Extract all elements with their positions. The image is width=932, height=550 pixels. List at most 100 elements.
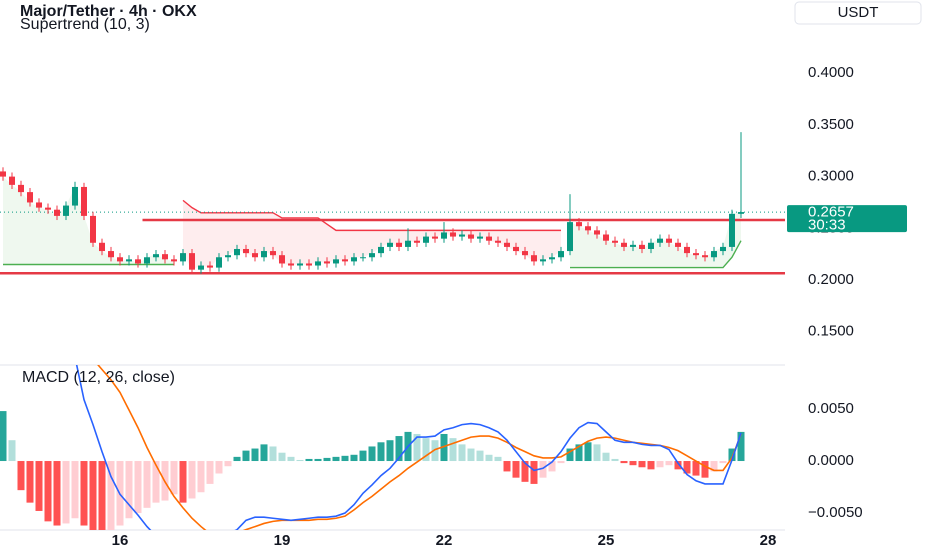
histogram-bar [89,461,97,530]
histogram-bar [206,461,214,484]
candle-body [215,257,222,268]
histogram-bar [476,450,484,462]
candle-body [71,186,78,206]
histogram-bar [71,461,79,519]
candle-body [647,242,654,249]
histogram-bar [629,461,637,466]
histogram-bar [278,452,286,462]
y-tick-label: 0.3000 [808,168,854,185]
histogram-bar [359,450,367,462]
histogram-bar [341,455,349,462]
candle-body [683,246,690,254]
histogram-bar [467,448,475,462]
histogram-bar [152,461,160,503]
candle-body [503,242,510,247]
histogram-bar [611,458,619,462]
current-price-label: 0.2657 [808,204,854,221]
candle-body [260,251,267,258]
histogram-bar [395,436,403,462]
x-tick-label: 19 [274,532,291,549]
candle-body [134,259,141,264]
candle-body [413,240,420,243]
histogram-bar [413,433,421,462]
candle-body [188,253,195,270]
trend-fill [570,212,741,268]
histogram-bar [737,431,745,462]
indicator-title: Supertrend (10, 3) [20,16,150,33]
histogram-bar [242,450,250,462]
candle-body [386,242,393,247]
histogram-bar [260,444,268,462]
histogram-bar [233,456,241,462]
histogram-bar [296,459,304,462]
candle-body [629,244,636,247]
candle-body [350,257,357,262]
candle-body [287,263,294,266]
candle-body [728,213,735,247]
candle-body [494,240,501,243]
candle-body [341,259,348,262]
histogram-bar [557,461,565,464]
x-tick-label: 16 [112,532,129,549]
candle-body [152,254,159,258]
candle-body [485,236,492,241]
histogram-bar [305,458,313,462]
histogram-bar [323,457,331,462]
candle-body [125,259,132,262]
x-tick-label: 25 [598,532,615,549]
currency[interactable]: USDT [838,4,879,21]
candle-body [467,234,474,239]
histogram-bar [188,461,196,499]
candle-body [323,261,330,264]
candle-body [62,205,69,216]
candle-body [593,230,600,235]
histogram-bar [224,461,232,467]
histogram-bar [98,461,106,530]
candle-body [620,242,627,247]
candle-body [179,253,186,262]
supertrend-down [182,199,561,232]
histogram-bar [719,461,727,464]
histogram-bar [638,461,646,468]
candle-body [512,246,519,252]
candle-body [53,209,60,216]
candle-body [440,232,447,239]
histogram-bar [566,448,574,462]
y-tick-label: 0.0050 [808,400,854,417]
candle-body [26,192,33,203]
supertrend-up [3,240,742,269]
histogram-bar [656,461,664,468]
histogram-bar [503,461,511,472]
candle-body [431,236,438,239]
axes: 0.15000.20000.25000.30000.35000.40001619… [112,64,907,549]
histogram-bar [215,461,223,474]
histogram-bar [251,448,259,462]
histogram-bar [530,461,538,484]
histogram-bar [539,461,547,478]
histogram-bar [584,442,592,462]
candle-body [233,248,240,256]
candle-body [305,263,312,266]
chart-title: Major/Tether · 4h · OKX [20,3,197,20]
candle-body [575,222,582,227]
histogram-bar [287,456,295,462]
y-tick-label: 0.3500 [808,116,854,133]
candle-body [0,171,6,177]
histogram-bar [692,461,700,476]
histogram-bar [62,461,70,524]
candle-body [395,242,402,247]
macd-title: MACD (12, 26, close) [22,369,175,386]
candle-body [242,248,249,254]
histogram-bar [647,461,655,470]
histogram-bar [512,461,520,478]
histogram-bar [458,444,466,462]
candle-body [161,254,168,260]
signal-line [97,365,742,530]
candle-body [539,259,546,262]
currency-button[interactable] [794,1,922,25]
candle-body [692,253,699,256]
histogram-bar [449,438,457,462]
candle-body [296,263,303,266]
histogram-bar [575,444,583,462]
